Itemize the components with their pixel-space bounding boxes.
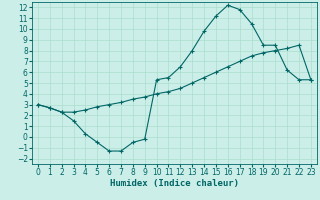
- X-axis label: Humidex (Indice chaleur): Humidex (Indice chaleur): [110, 179, 239, 188]
